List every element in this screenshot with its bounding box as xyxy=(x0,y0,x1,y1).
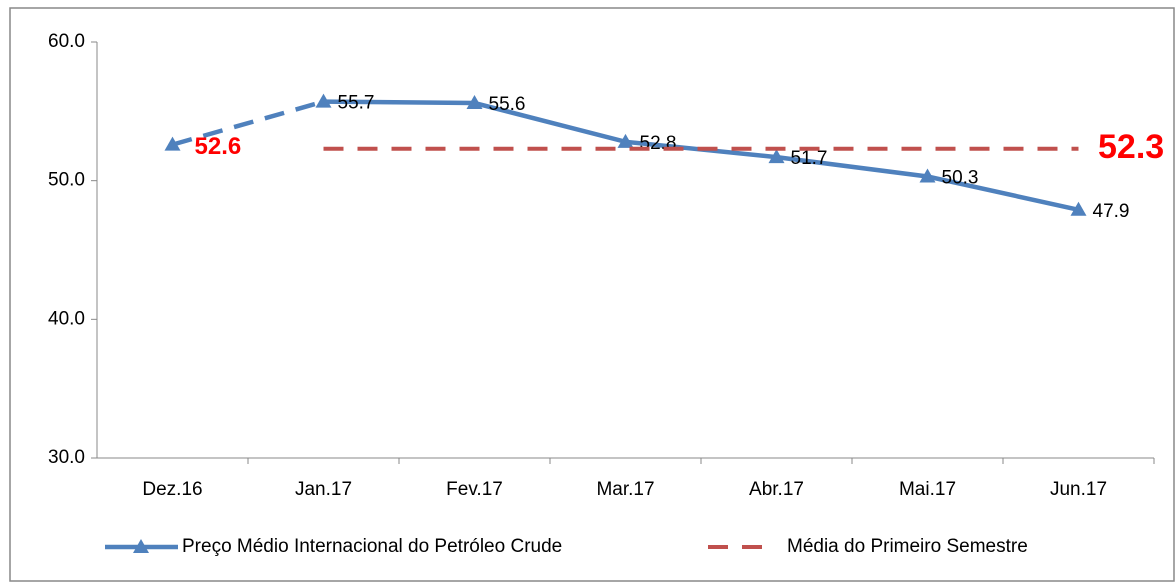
data-label: 55.6 xyxy=(489,94,526,115)
y-tick-label: 60.0 xyxy=(48,31,85,52)
data-label: 51.7 xyxy=(791,148,828,169)
marker xyxy=(617,133,634,148)
x-tick-label: Dez.16 xyxy=(142,479,202,500)
y-tick-label: 30.0 xyxy=(48,447,85,468)
x-tick-label: Mar.17 xyxy=(596,479,654,500)
legend-label: Média do Primeiro Semestre xyxy=(787,536,1028,557)
chart-frame xyxy=(9,7,1175,582)
marker xyxy=(1070,201,1087,216)
x-tick-label: Mai.17 xyxy=(899,479,956,500)
x-tick-label: Jan.17 xyxy=(295,479,352,500)
data-label: 50.3 xyxy=(942,168,979,189)
marker xyxy=(768,149,785,164)
marker xyxy=(466,95,483,110)
y-tick-label: 50.0 xyxy=(48,170,85,191)
data-label: 47.9 xyxy=(1093,201,1130,222)
x-tick-label: Fev.17 xyxy=(446,479,503,500)
data-label: 52.6 xyxy=(195,133,242,160)
legend-marker xyxy=(133,539,149,553)
average-label: 52.3 xyxy=(1098,128,1164,166)
marker xyxy=(315,93,332,108)
x-tick-label: Jun.17 xyxy=(1050,479,1107,500)
series-line-dashed xyxy=(171,99,325,147)
legend-label: Preço Médio Internacional do Petróleo Cr… xyxy=(182,536,562,557)
marker xyxy=(164,136,181,151)
marker xyxy=(919,168,936,183)
y-tick-label: 40.0 xyxy=(48,308,85,329)
data-label: 55.7 xyxy=(338,93,375,114)
x-tick-label: Abr.17 xyxy=(749,479,804,500)
